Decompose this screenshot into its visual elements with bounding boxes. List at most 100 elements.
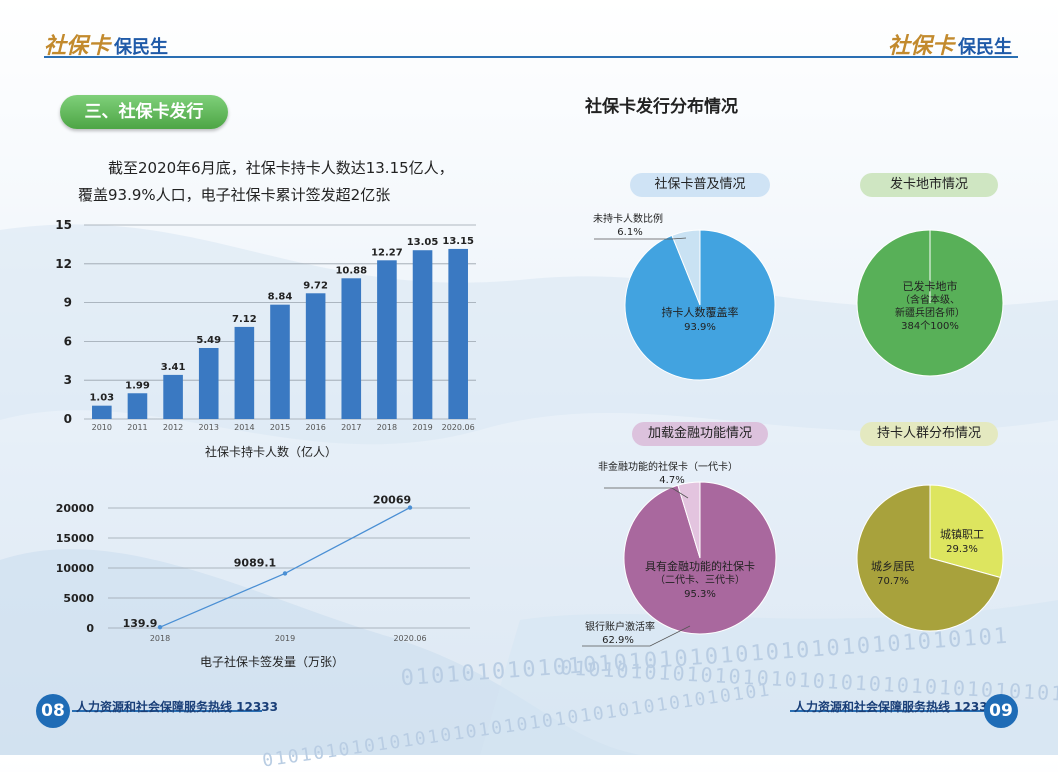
bar <box>448 248 468 419</box>
ecard-line-chart: 0 5000 10000 15000 20000 139.9 2018 9089.1 2019 2… <box>56 494 470 643</box>
bar-value-label: 10.88 <box>335 265 367 276</box>
pill-finance: 加载金融功能情况 <box>632 422 768 446</box>
bar-chart-caption: 社保卡持卡人数（亿人） <box>205 445 338 459</box>
point-value-label: 9089.1 <box>234 556 276 569</box>
bar <box>305 293 326 419</box>
x-tick-label: 2010 <box>92 423 112 432</box>
page-number-right: 09 <box>984 694 1018 728</box>
data-point <box>407 505 413 510</box>
bar <box>377 260 397 419</box>
y-tick-label: 20000 <box>56 502 95 515</box>
logo-brand: 社保卡 <box>44 33 111 59</box>
bar-value-label: 13.15 <box>442 236 474 247</box>
leader-line <box>604 487 689 499</box>
pie-slice <box>677 481 701 559</box>
page-number-left: 08 <box>36 694 70 728</box>
slice-pct-label: 70.7% <box>877 576 909 587</box>
x-tick-label: 2020.06 <box>442 423 475 432</box>
x-tick-label: 2017 <box>341 423 361 432</box>
intro-line-1: 截至2020年6月底，社保卡持卡人数达13.15亿人， <box>108 159 454 177</box>
cardholder-bar-chart: 0 3 6 9 12 15 1.03 2010 1.99 2011 3.41 2012 5.49 2013… <box>55 218 476 432</box>
data-point <box>157 624 163 630</box>
y-tick-label: 12 <box>55 257 72 271</box>
annotation-label: 银行账户激活率 <box>585 620 655 633</box>
y-tick-label: 15 <box>55 218 72 232</box>
slice-label: 持卡人数覆盖率 <box>662 305 739 319</box>
x-tick-label: 2018 <box>150 634 170 643</box>
bar <box>92 405 112 419</box>
annotation-pct-label: 62.9% <box>602 635 634 646</box>
y-tick-label: 5000 <box>63 592 94 605</box>
footer-divider-right <box>790 710 986 712</box>
y-tick-label: 3 <box>64 373 72 387</box>
x-tick-label: 2014 <box>234 423 254 432</box>
x-tick-label: 2013 <box>199 423 219 432</box>
bar-value-label: 9.72 <box>303 280 328 291</box>
slice-pct-label: 95.3% <box>684 589 716 600</box>
bar-value-label: 12.27 <box>371 247 403 258</box>
x-tick-label: 2018 <box>377 423 397 432</box>
slice-label: 具有金融功能的社保卡 <box>645 559 755 573</box>
data-point <box>282 571 288 576</box>
slice-pct-label: 6.1% <box>617 227 642 238</box>
x-tick-label: 2016 <box>305 423 325 432</box>
pie-slice <box>671 229 701 306</box>
hotline-left: 人力资源和社会保障服务热线 12333 <box>76 700 278 714</box>
x-tick-label: 2020.06 <box>393 634 426 643</box>
y-tick-label: 0 <box>64 412 72 426</box>
bar <box>270 304 290 419</box>
pie-slice <box>856 484 1001 632</box>
intro-text: 截至2020年6月底，社保卡持卡人数达13.15亿人， 覆盖93.9%人口，电子… <box>78 155 488 209</box>
x-tick-label: 2019 <box>412 423 432 432</box>
bar <box>341 278 362 419</box>
section-title: 三、社保卡发行 <box>60 95 228 129</box>
slice-label: 未持卡人数比例 <box>593 212 663 225</box>
leader-line <box>582 625 691 647</box>
hotline-right: 人力资源和社会保障服务热线 12333 <box>794 700 996 714</box>
leader-line <box>594 237 687 240</box>
y-tick-label: 6 <box>64 334 72 348</box>
x-tick-label: 2011 <box>127 423 147 432</box>
x-tick-label: 2015 <box>270 423 290 432</box>
logo-slogan: 保民生 <box>958 37 1013 58</box>
point-value-label: 139.9 <box>123 617 158 630</box>
y-tick-label: 15000 <box>56 532 95 545</box>
intro-line-2: 覆盖93.9%人口，电子社保卡累计签发超2亿张 <box>78 186 391 204</box>
pill-coverage: 社保卡普及情况 <box>630 173 770 197</box>
slice-label: 城乡居民 <box>871 560 915 573</box>
brand-logo-left: 社保卡 保民生 <box>44 28 168 60</box>
slice-label: 已发卡地市 <box>903 279 958 293</box>
distribution-title: 社保卡发行分布情况 <box>585 97 738 117</box>
slice-pct-label: 29.3% <box>946 544 978 555</box>
bar <box>412 250 433 419</box>
pill-population: 持卡人群分布情况 <box>860 422 998 446</box>
slice-label: 非金融功能的社保卡（一代卡） <box>598 460 738 473</box>
logo-brand: 社保卡 <box>888 33 955 59</box>
slice-pct-label: 384个100% <box>901 320 959 332</box>
footer-divider-left <box>72 710 262 712</box>
bar <box>127 393 148 419</box>
pie-slice <box>929 484 1004 579</box>
line-chart-caption: 电子社保卡签发量（万张） <box>200 655 345 669</box>
pill-cities: 发卡地市情况 <box>860 173 998 197</box>
bar <box>163 374 183 419</box>
slice-label: 城镇职工 <box>940 527 984 541</box>
slice-label-sub: （二代卡、三代卡） <box>655 573 745 586</box>
bar-value-label: 3.41 <box>161 362 186 373</box>
bar-value-label: 1.99 <box>125 380 150 391</box>
logo-slogan: 保民生 <box>114 37 169 58</box>
bar <box>234 326 255 419</box>
brand-logo-right: 社保卡 保民生 <box>888 28 1012 60</box>
bar <box>198 347 219 419</box>
y-tick-label: 9 <box>64 296 72 310</box>
slice-label-sub: （含省本级、 <box>900 293 960 306</box>
bar-value-label: 5.49 <box>196 335 221 346</box>
bar-value-label: 8.84 <box>268 292 293 303</box>
x-tick-label: 2019 <box>275 634 295 643</box>
pie-charts: 持卡人数覆盖率 93.9% 未持卡人数比例 6.1% 已发卡地市（含省本级、新疆兵团各师… <box>582 212 1004 647</box>
bar-value-label: 1.03 <box>89 393 114 404</box>
bar-value-label: 7.12 <box>232 314 257 325</box>
slice-pct-label: 93.9% <box>684 322 716 333</box>
header-divider-left <box>44 56 532 58</box>
y-tick-label: 10000 <box>56 562 95 575</box>
